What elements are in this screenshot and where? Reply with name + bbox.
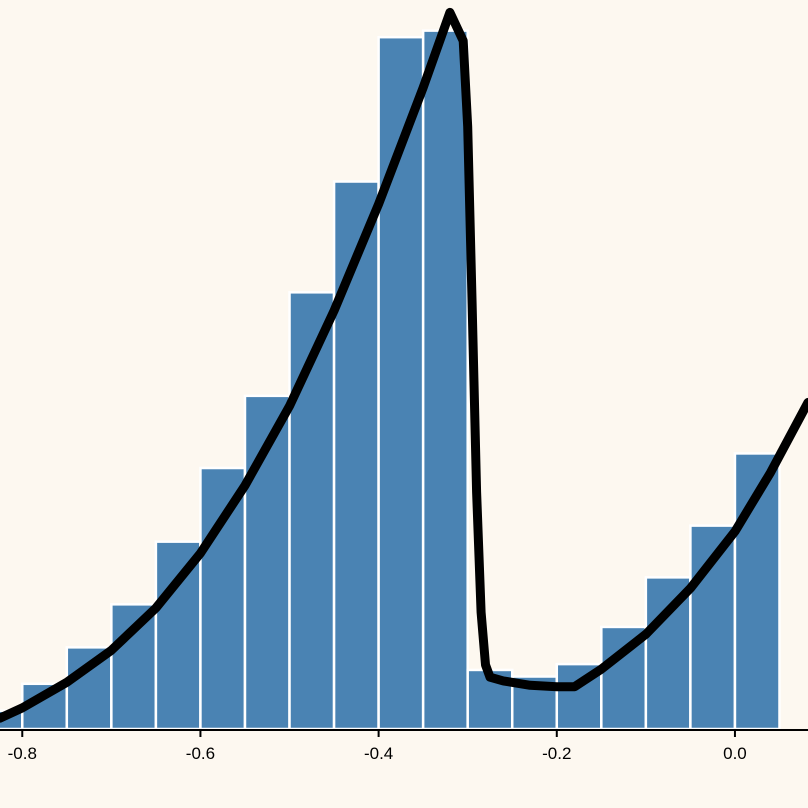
x-tick-label-4: 0.0 bbox=[723, 744, 747, 763]
histogram-bar-4 bbox=[154, 540, 202, 731]
histogram-bar-15 bbox=[644, 576, 692, 731]
x-tick-label-1: -0.6 bbox=[186, 744, 215, 763]
histogram-bar-10 bbox=[421, 29, 469, 731]
histogram-bar-5 bbox=[199, 466, 247, 731]
density-curve bbox=[0, 7, 808, 723]
x-axis-ticks: -0.8 -0.6 -0.4 -0.2 0.0 bbox=[8, 730, 747, 763]
x-tick-label-2: -0.4 bbox=[364, 744, 393, 763]
x-tick-label-0: -0.8 bbox=[8, 744, 37, 763]
x-tick-label-3: -0.2 bbox=[542, 744, 571, 763]
